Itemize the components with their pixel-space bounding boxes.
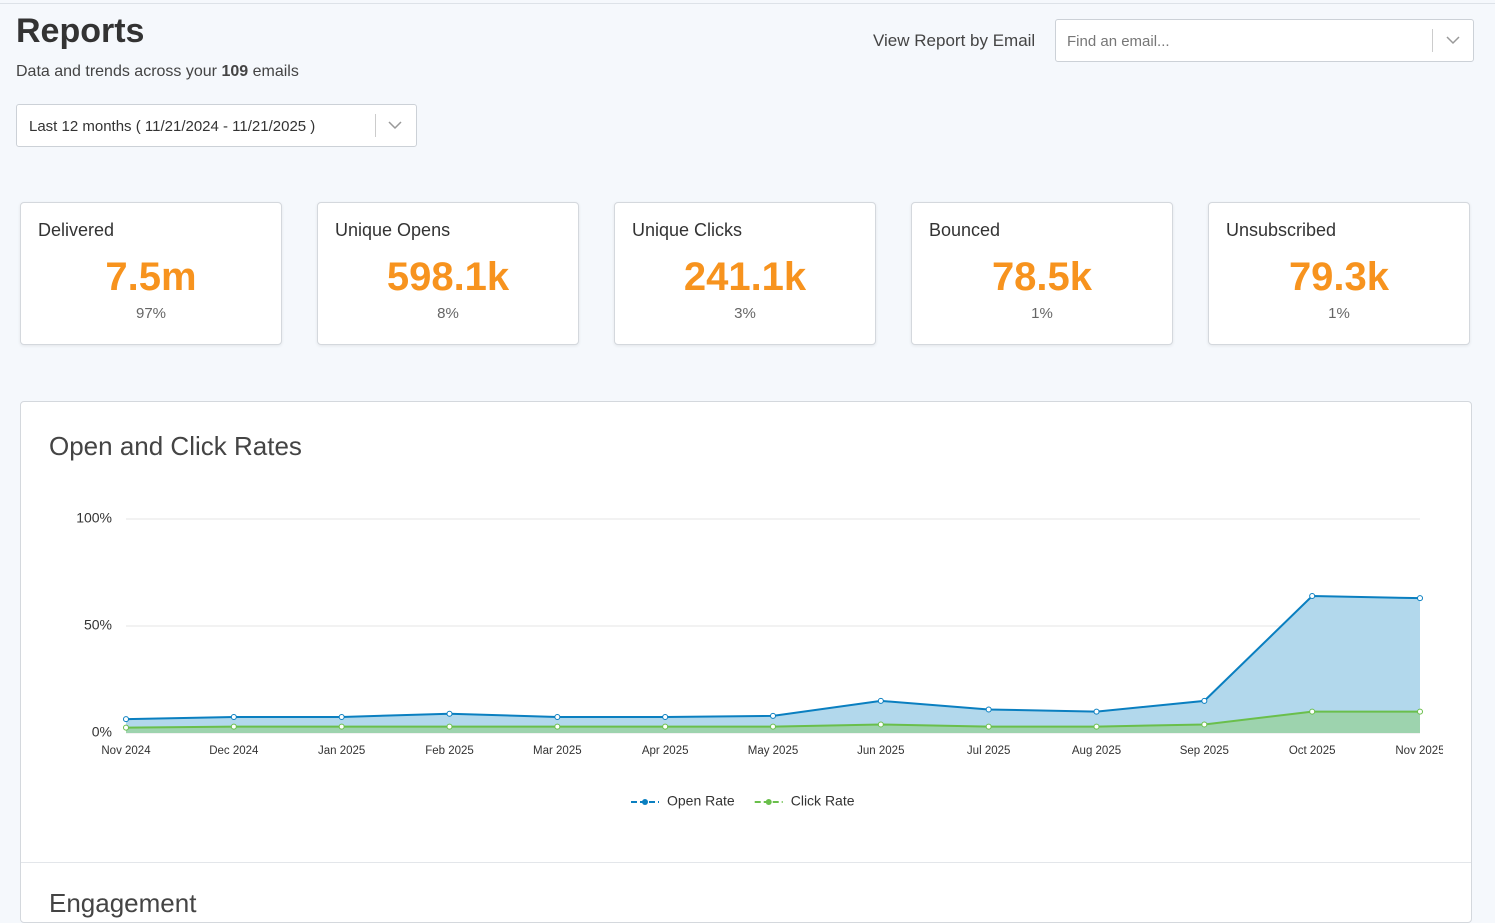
point <box>1417 708 1423 715</box>
y-tick-label: 0% <box>92 724 112 740</box>
stat-card: Delivered 7.5m 97% <box>20 202 282 345</box>
stat-label: Unique Clicks <box>632 220 743 240</box>
x-tick-label: Aug 2025 <box>1072 745 1121 757</box>
stat-value: 7.5m <box>105 255 197 299</box>
chevron <box>388 121 402 130</box>
x-tick-label: Jan 2025 <box>318 745 365 757</box>
x-tick-label: Mar 2025 <box>533 745 582 757</box>
x-tick-label: Jul 2025 <box>967 745 1010 757</box>
y-tick-label: 50% <box>84 617 112 633</box>
date-dropdown[interactable]: Last 12 months ( 11/21/2024 - 11/21/2025… <box>16 104 417 147</box>
separator <box>1432 29 1433 52</box>
point <box>1093 708 1100 715</box>
x-tick-label: Sep 2025 <box>1180 745 1229 757</box>
stat-value: 241.1k <box>683 255 807 299</box>
stat-label: Unique Opens <box>335 220 451 240</box>
separator <box>375 114 376 137</box>
point <box>877 721 884 728</box>
stat-percent: 97% <box>135 305 167 322</box>
point <box>1309 708 1316 715</box>
stat-percent: 1% <box>1328 305 1350 322</box>
point <box>338 723 345 730</box>
chart-title: Open and Click Rates <box>49 431 302 461</box>
x-tick-label: Apr 2025 <box>642 745 689 757</box>
point <box>985 723 992 730</box>
stat-percent: 3% <box>734 305 756 322</box>
point <box>230 723 237 730</box>
x-tick-label: Nov 2024 <box>101 745 151 757</box>
point <box>446 710 453 717</box>
x-tick-label: Feb 2025 <box>425 745 474 757</box>
legend-label: Click Rate <box>791 793 855 809</box>
stat-percent: 8% <box>437 305 459 322</box>
page: Reports Data and trends across your 109 … <box>0 3 1495 923</box>
stat-value: 79.3k <box>1288 255 1390 299</box>
point <box>877 697 884 704</box>
stat-card: Unsubscribed 79.3k 1% <box>1208 202 1470 345</box>
point <box>662 713 669 720</box>
point <box>230 713 237 720</box>
point <box>1417 595 1423 602</box>
area <box>126 596 1420 733</box>
point <box>123 724 129 731</box>
point <box>338 713 345 720</box>
page-title: Reports <box>16 12 145 50</box>
stat-label: Delivered <box>38 220 115 240</box>
stat-card: Unique Clicks 241.1k 3% <box>614 202 876 345</box>
stat-label: Unsubscribed <box>1226 220 1337 240</box>
stat-card: Bounced 78.5k 1% <box>911 202 1173 345</box>
divider <box>21 862 1471 863</box>
stat-value: 78.5k <box>991 255 1093 299</box>
x-tick-label: May 2025 <box>748 745 799 757</box>
point <box>985 706 992 713</box>
x-tick-label: Dec 2024 <box>209 745 259 757</box>
subtitle-text: Data and trends across your <box>16 63 217 80</box>
point <box>554 713 561 720</box>
x-tick-label: Jun 2025 <box>857 745 904 757</box>
legend-label: Open Rate <box>667 793 735 809</box>
point <box>1309 593 1316 600</box>
stat-label: Bounced <box>929 220 1001 240</box>
y-tick-label: 100% <box>76 510 112 526</box>
point <box>662 723 669 730</box>
email-search[interactable]: Find an email... <box>1055 19 1474 62</box>
placeholder: Find an email... <box>1067 33 1170 50</box>
point <box>446 723 453 730</box>
point <box>123 716 129 723</box>
point <box>554 723 561 730</box>
stat-card: Unique Opens 598.1k 8% <box>317 202 579 345</box>
subtitle-text: emails <box>252 63 299 80</box>
point <box>1201 721 1208 728</box>
legend-marker <box>642 799 648 805</box>
email-filter-label: View Report by Email <box>873 31 1036 50</box>
point <box>770 712 776 719</box>
point <box>770 723 776 730</box>
subtitle: Data and trends across your 109 emails <box>16 63 299 81</box>
date-range: Last 12 months ( 11/21/2024 - 11/21/2025… <box>29 118 316 135</box>
email-count: 109 <box>221 63 249 80</box>
x-tick-label: Oct 2025 <box>1289 745 1336 757</box>
chevron <box>1446 36 1460 45</box>
chart-panel: Open and Click Rates Engagement 0% 50% 100… <box>20 401 1472 923</box>
stat-value: 598.1k <box>386 255 510 299</box>
stat-percent: 1% <box>1031 305 1053 322</box>
x-tick-label: Nov 2025 <box>1395 745 1443 757</box>
chart: 0% 50% 100% Nov 2024 Dec 2024 Jan 2025 Feb 202… <box>76 510 1443 809</box>
point <box>1201 697 1208 704</box>
point <box>1093 723 1100 730</box>
top-border <box>0 3 1495 4</box>
legend-marker <box>765 799 772 805</box>
